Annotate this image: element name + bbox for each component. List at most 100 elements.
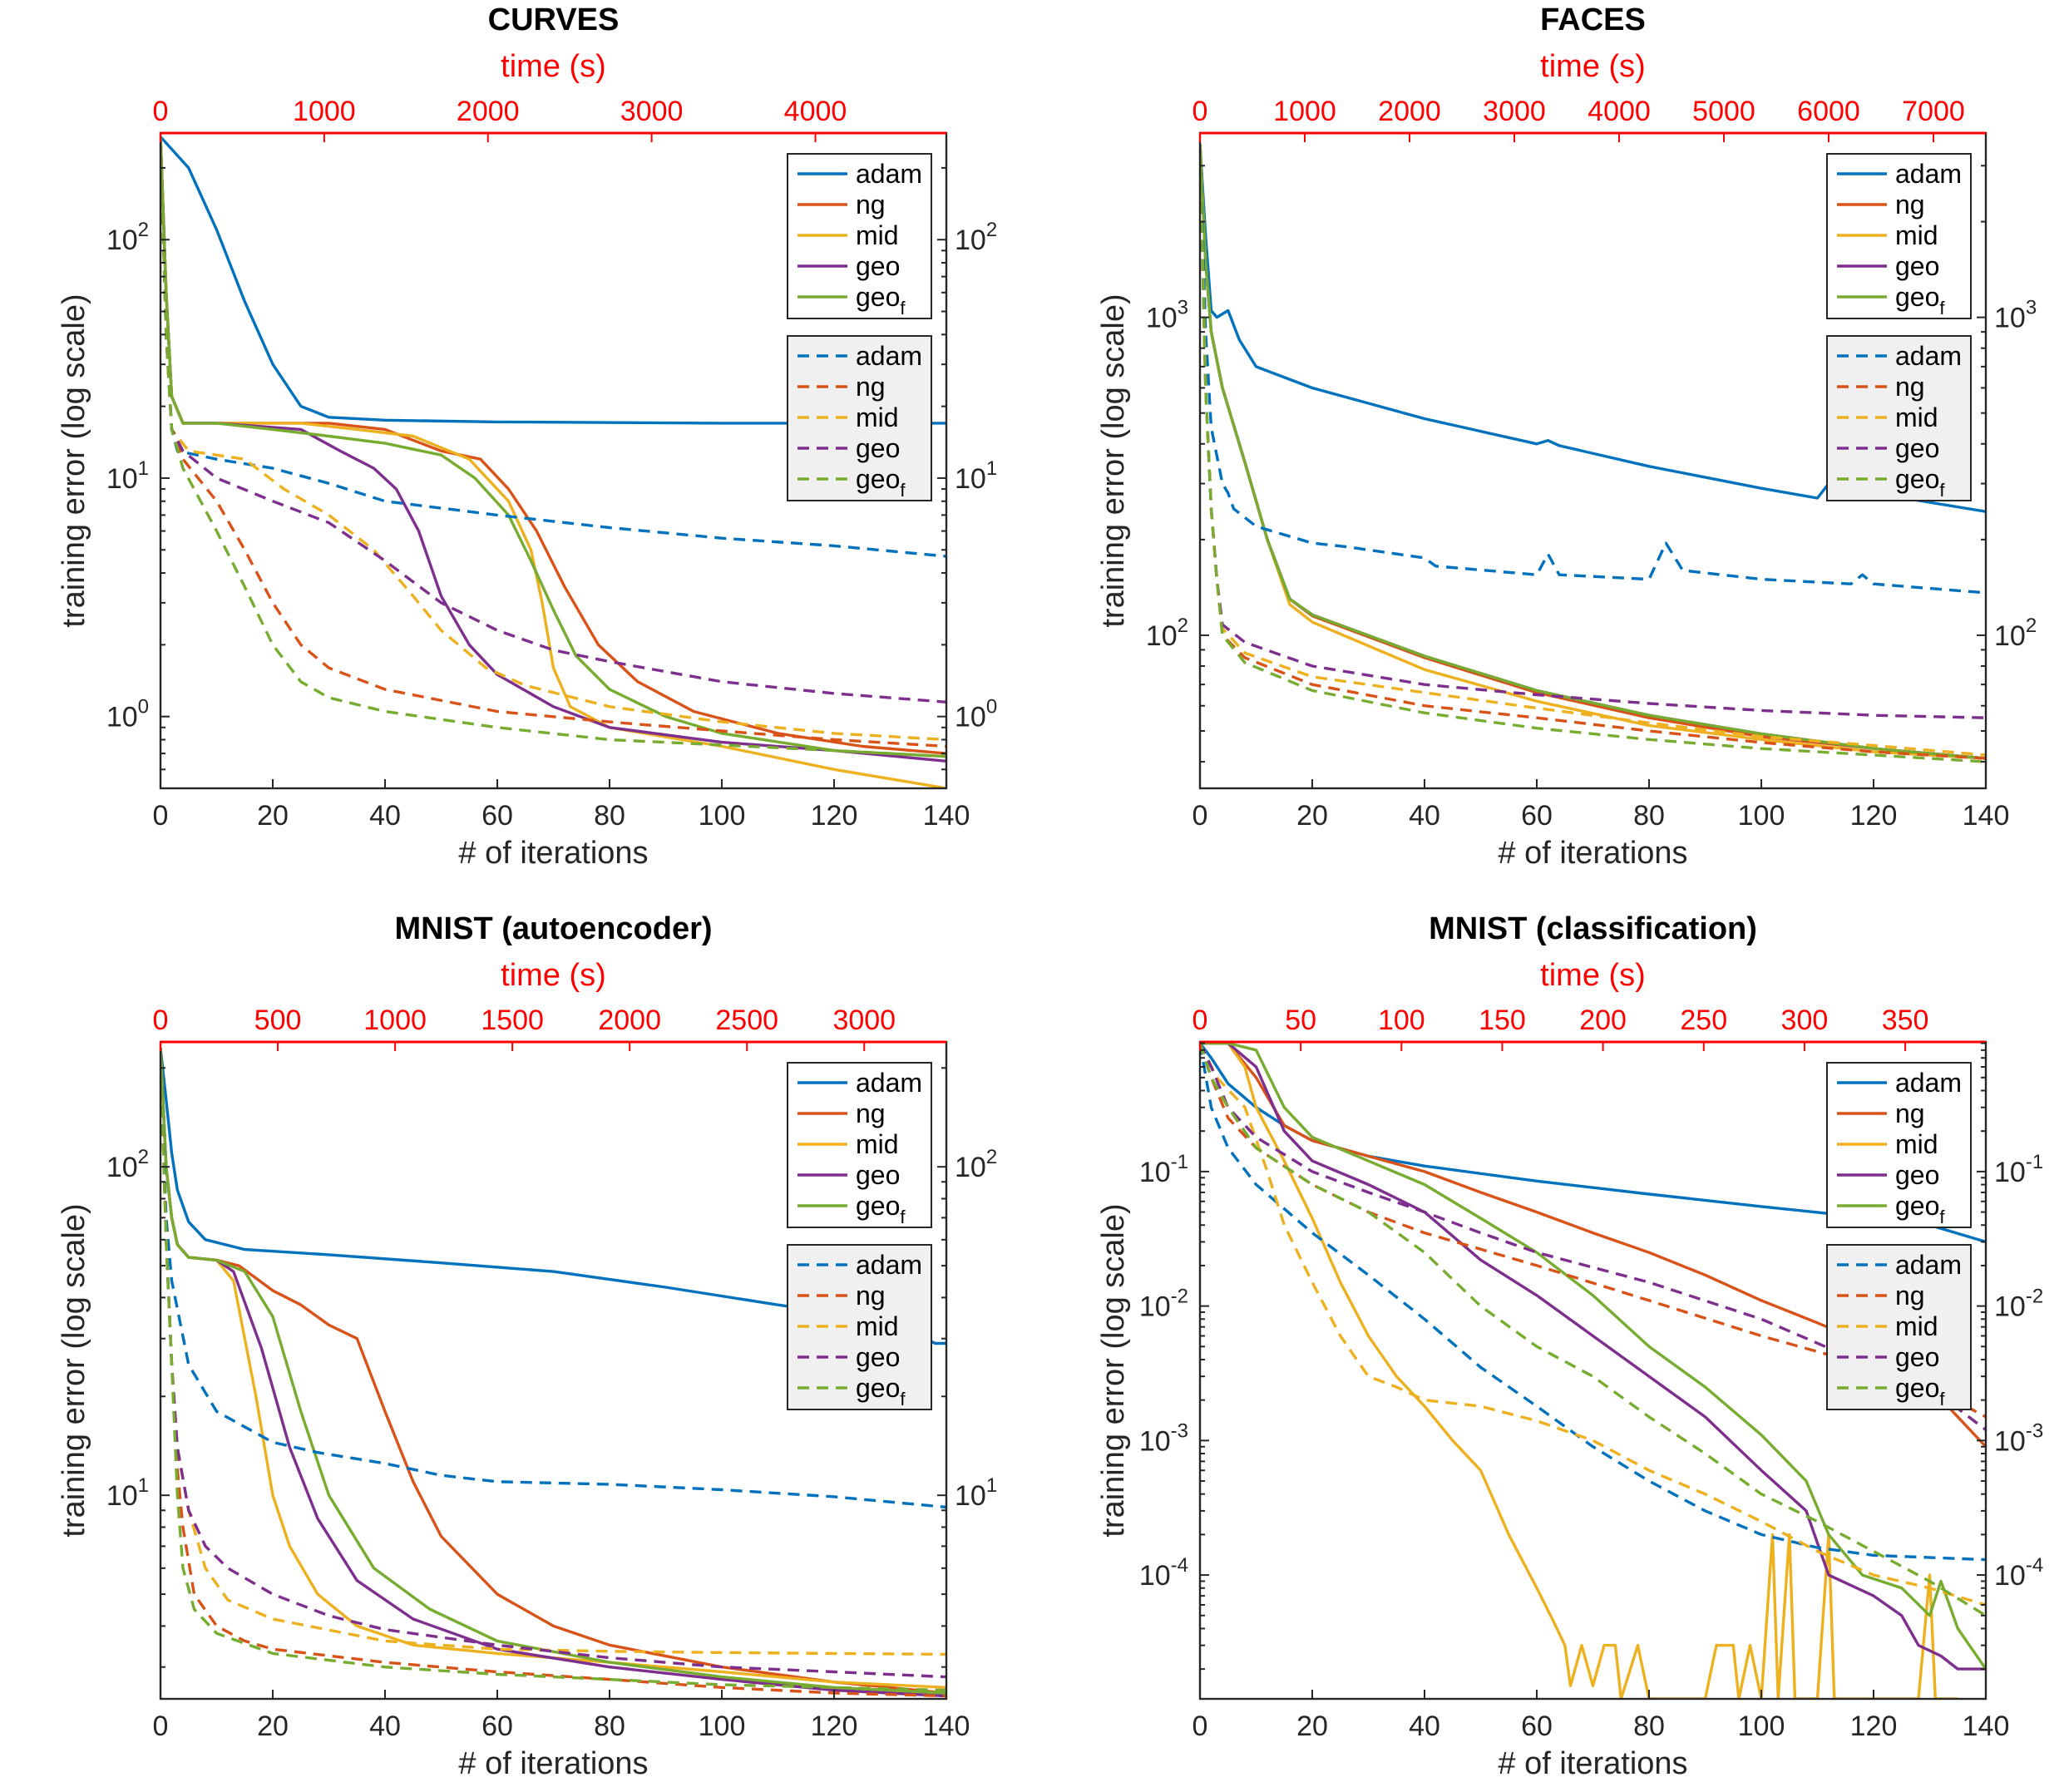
x-tick-label: 20 [1296,1711,1328,1742]
x-tick-label: 120 [1850,1711,1898,1742]
x-tick-label: 20 [257,1711,289,1742]
y-tick-label-right: 10-4 [1994,1554,2043,1592]
x-tick-label: 100 [699,1711,746,1742]
legend-label-mid: mid [1895,1311,1938,1341]
legend-label-adam: adam [856,341,922,371]
panel-1: 0 20 40 60 80 100 120 140 0 1000 2000 3000 4000 100 10… [57,2,997,871]
time-tick-label: 2000 [1378,96,1441,127]
x-axis-label: # of iterations [458,1746,648,1781]
panel-3: 0 20 40 60 80 100 120 140 0 500 1000 1500 2000 2500 30… [57,911,997,1781]
legend-box [1826,335,1972,501]
x-tick-label: 0 [153,1711,169,1742]
time-tick-label: 1000 [1273,96,1336,127]
time-axis-label: time (s) [1540,49,1646,84]
series-mid-dashed [160,136,946,742]
x-tick-label: 0 [153,800,169,832]
time-tick-label: 5000 [1692,96,1755,127]
y-tick-label-right: 101 [955,1474,997,1512]
series-geof-solid [1200,1042,1986,1671]
legend-label-ng: ng [1895,1281,1925,1311]
legend-label-geof: geof [1895,282,1945,318]
legend-label-geof: geof [1895,464,1945,501]
legend-label-geo: geo [856,1342,900,1372]
x-axis-label: # of iterations [458,836,648,871]
legend-label-adam: adam [1895,341,1962,371]
series-geof-solid [1200,144,1986,760]
legend-label-adam: adam [856,159,922,189]
x-tick-label: 0 [1192,800,1208,832]
x-tick-label: 120 [811,800,858,832]
time-tick-label: 0 [153,1005,169,1036]
legend-label-geof: geof [856,464,906,501]
y-tick-label: 101 [106,457,149,495]
legend-label-geo: geo [1895,251,1939,281]
time-tick-label: 0 [1192,1005,1208,1036]
time-tick-label: 2000 [457,96,520,127]
legend-label-geof: geof [1895,1373,1945,1409]
time-tick-label: 3000 [832,1005,896,1036]
series-geof-solid [160,136,946,758]
legend-label-adam: adam [1895,1250,1962,1280]
x-tick-label: 40 [1409,1711,1440,1742]
time-tick-label: 350 [1882,1005,1929,1036]
y-tick-label: 10-1 [1139,1151,1188,1188]
time-tick-label: 1000 [293,96,356,127]
x-axis-label: # of iterations [1498,836,1687,871]
x-tick-label: 60 [481,1711,513,1742]
x-tick-label: 140 [1963,800,2010,832]
time-tick-label: 300 [1781,1005,1829,1036]
series-adam-dashed [160,1048,946,1509]
series-adam-solid [1200,144,1986,513]
legend-label-geof: geof [856,1373,906,1409]
legend-label-geof: geof [856,1191,906,1227]
series-geof-dashed [1200,144,1986,763]
legend-label-geo: geo [856,1160,900,1190]
legend-box [787,335,932,501]
time-tick-label: 3000 [620,96,684,127]
x-tick-label: 120 [811,1711,858,1742]
legend-label-ng: ng [1895,190,1925,220]
y-tick-label: 100 [106,696,149,733]
legend-label-ng: ng [856,372,886,402]
x-tick-label: 60 [1521,800,1553,832]
series-mid-solid [1200,1042,1958,1699]
legend-label-ng: ng [1895,1098,1925,1128]
y-tick-label-right: 103 [1994,297,2037,334]
x-tick-label: 80 [1633,1711,1665,1742]
series-adam-dashed [1200,144,1986,595]
time-axis-label: time (s) [501,49,606,84]
time-tick-label: 4000 [1588,96,1651,127]
y-axis-label: training error (log scale) [1096,1203,1131,1537]
legend-label-mid: mid [1895,220,1938,250]
panel-2: 0 20 40 60 80 100 120 140 0 1000 2000 3000 4000 5000 6… [1096,2,2037,871]
y-tick-label-right: 102 [955,219,997,256]
x-tick-label: 40 [369,1711,401,1742]
legend-label-geo: geo [1895,433,1939,463]
panel-4: 0 20 40 60 80 100 120 140 0 50 100 150 200 250 300 350 1… [1096,911,2043,1781]
y-tick-label: 102 [106,219,149,256]
y-tick-label-right: 102 [1994,615,2037,652]
y-tick-label-right: 10-3 [1994,1419,2043,1457]
legend-box [1826,1244,1972,1410]
chart-title: MNIST (autoencoder) [394,911,712,946]
legend-label-geof: geof [1895,1191,1945,1227]
y-axis-label: training error (log scale) [57,1203,91,1537]
legend-box [787,1244,932,1410]
y-tick-label-right: 102 [955,1146,997,1183]
y-tick-label: 102 [106,1146,149,1183]
y-tick-label: 102 [1146,615,1188,652]
x-tick-label: 140 [923,1711,970,1742]
time-axis-label: time (s) [501,958,606,993]
time-tick-label: 200 [1579,1005,1627,1036]
x-tick-label: 140 [923,800,970,832]
series-ng-dashed [1200,1042,1986,1419]
legend-label-geof: geof [856,282,906,318]
time-tick-label: 2000 [598,1005,661,1036]
